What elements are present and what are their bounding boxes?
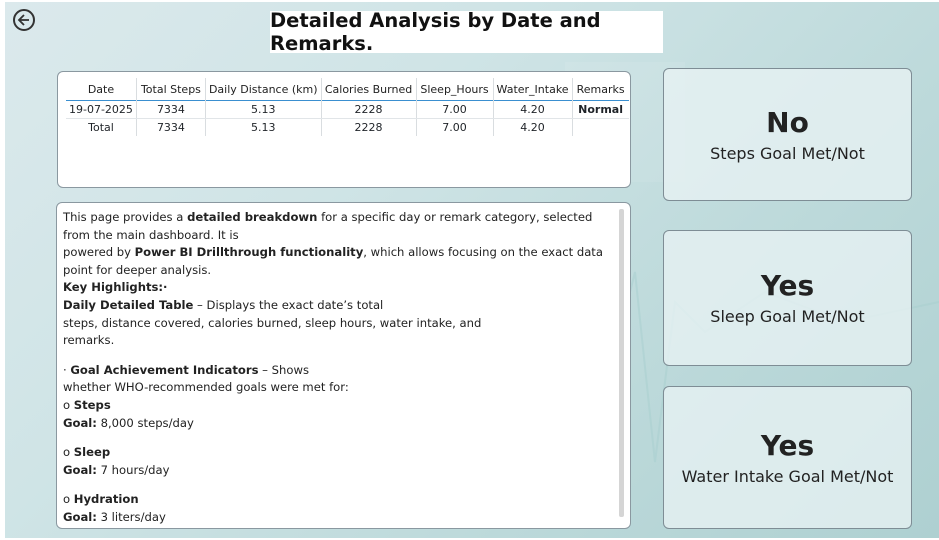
bullet: o: [63, 445, 74, 460]
cell-date: 19-07-2025: [66, 100, 137, 119]
spacer: [63, 432, 615, 444]
goal-indicators-line-2: whether WHO-recommended goals were met f…: [63, 380, 349, 395]
bold-span: Goal:: [63, 509, 97, 524]
total-label: Total: [88, 121, 114, 134]
cell-water-intake: 4.20: [492, 100, 573, 119]
bold-span: Sleep: [73, 445, 111, 460]
page-title-box: Detailed Analysis by Date and Remarks.: [270, 9, 663, 55]
steps-goal-value: No: [766, 105, 809, 139]
sleep-goal-card: Yes Sleep Goal Met/Not: [663, 230, 912, 366]
spacer: [63, 479, 615, 491]
water-intake-goal-label: Water Intake Goal Met/Not: [681, 466, 894, 486]
hydration-goal: Goal: 3 liters/day: [63, 509, 615, 527]
column-header-sleep-hours[interactable]: Sleep_Hours: [415, 78, 494, 101]
text-span: 3 liters/day: [96, 509, 166, 524]
description-content: This page provides a detailed breakdown …: [63, 209, 615, 527]
total-water: 4.20: [492, 118, 573, 136]
daily-table-line-2: steps, distance covered, calories burned…: [63, 315, 482, 330]
description-scrollbar[interactable]: [619, 209, 624, 517]
key-highlights-heading: Key Highlights:·: [63, 279, 615, 297]
spacer: [63, 350, 615, 362]
bold-span: Key Highlights:·: [63, 280, 168, 295]
cell-calories-burned: 2228: [320, 100, 417, 119]
back-arrow-icon: [17, 14, 29, 26]
text-span: , which allows focusing on the exact dat…: [63, 245, 603, 277]
bold-span: Goal:: [63, 415, 97, 430]
text-span: This page provides a: [63, 210, 188, 224]
hydration-heading: o Hydration: [63, 491, 615, 509]
bold-span: Power BI Drillthrough functionality: [134, 245, 364, 260]
total-calories: 2228: [320, 118, 417, 136]
sleep-goal-value: Yes: [760, 269, 815, 302]
column-header-remarks[interactable]: Remarks: [571, 78, 629, 101]
steps-heading: o Steps: [63, 397, 615, 415]
column-header-total-steps[interactable]: Total Steps: [135, 78, 206, 101]
description-paragraph-1: This page provides a detailed breakdown …: [63, 209, 615, 244]
cell-total-steps: 7334: [135, 100, 206, 119]
column-header-water-intake[interactable]: Water_Intake: [492, 78, 573, 101]
cell-sleep-hours: 7.00: [415, 100, 494, 119]
sleep-heading: o Sleep: [63, 444, 615, 462]
detail-table-card: Date Total Steps Daily Distance (km) Cal…: [57, 71, 631, 188]
daily-table-line-3: remarks.: [63, 333, 115, 348]
column-header-calories-burned[interactable]: Calories Burned: [320, 78, 417, 101]
bullet: o: [63, 492, 74, 507]
back-button[interactable]: [13, 9, 35, 31]
table-header-row: Date Total Steps Daily Distance (km) Cal…: [66, 78, 629, 101]
sleep-goal: Goal: 7 hours/day: [63, 462, 615, 480]
text-span: – Shows: [258, 362, 309, 377]
steps-goal-label: Steps Goal Met/Not: [710, 143, 865, 163]
bullet: ·: [63, 362, 71, 377]
steps-goal-card: No Steps Goal Met/Not: [663, 68, 912, 201]
column-header-daily-distance[interactable]: Daily Distance (km): [204, 78, 322, 101]
sleep-goal-label: Sleep Goal Met/Not: [710, 307, 865, 326]
table-total-row: Total 7334 5.13 2228 7.00 4.20: [66, 118, 629, 136]
text-span: – Displays the exact date’s total: [193, 297, 384, 312]
description-text-box[interactable]: This page provides a detailed breakdown …: [56, 202, 631, 529]
table-row[interactable]: 19-07-2025 7334 5.13 2228 7.00 4.20 Norm…: [66, 100, 629, 119]
detail-table: Date Total Steps Daily Distance (km) Cal…: [66, 78, 629, 136]
steps-goal: Goal: 8,000 steps/day: [63, 415, 615, 433]
column-header-date[interactable]: Date: [87, 82, 115, 96]
water-intake-goal-value: Yes: [760, 428, 815, 462]
bold-span: detailed breakdown: [187, 210, 318, 224]
bold-span: Goal Achievement Indicators: [70, 362, 259, 377]
total-sleep: 7.00: [415, 118, 494, 136]
daily-table-highlight: Daily Detailed Table – Displays the exac…: [63, 297, 615, 315]
text-span: for a specific day or remark category, s…: [63, 210, 593, 242]
text-span: 8,000 steps/day: [96, 415, 194, 430]
cell-remarks: Normal: [571, 100, 629, 119]
total-steps: 7334: [135, 118, 206, 136]
bold-span: Goal:: [63, 462, 97, 477]
goal-indicators-highlight: · Goal Achievement Indicators – Shows: [63, 362, 615, 380]
bold-span: Daily Detailed Table: [63, 297, 194, 312]
text-span: powered by: [63, 245, 135, 260]
cell-daily-distance: 5.13: [204, 100, 322, 119]
total-remarks: [571, 118, 629, 136]
page-title: Detailed Analysis by Date and Remarks.: [270, 9, 601, 55]
water-intake-goal-card: Yes Water Intake Goal Met/Not: [663, 386, 912, 529]
description-paragraph-2: powered by Power BI Drillthrough functio…: [63, 244, 615, 279]
bold-span: Hydration: [73, 492, 139, 507]
text-span: 7 hours/day: [96, 462, 170, 477]
total-distance: 5.13: [204, 118, 322, 136]
bullet: o: [63, 397, 74, 412]
bold-span: Steps: [73, 397, 111, 412]
